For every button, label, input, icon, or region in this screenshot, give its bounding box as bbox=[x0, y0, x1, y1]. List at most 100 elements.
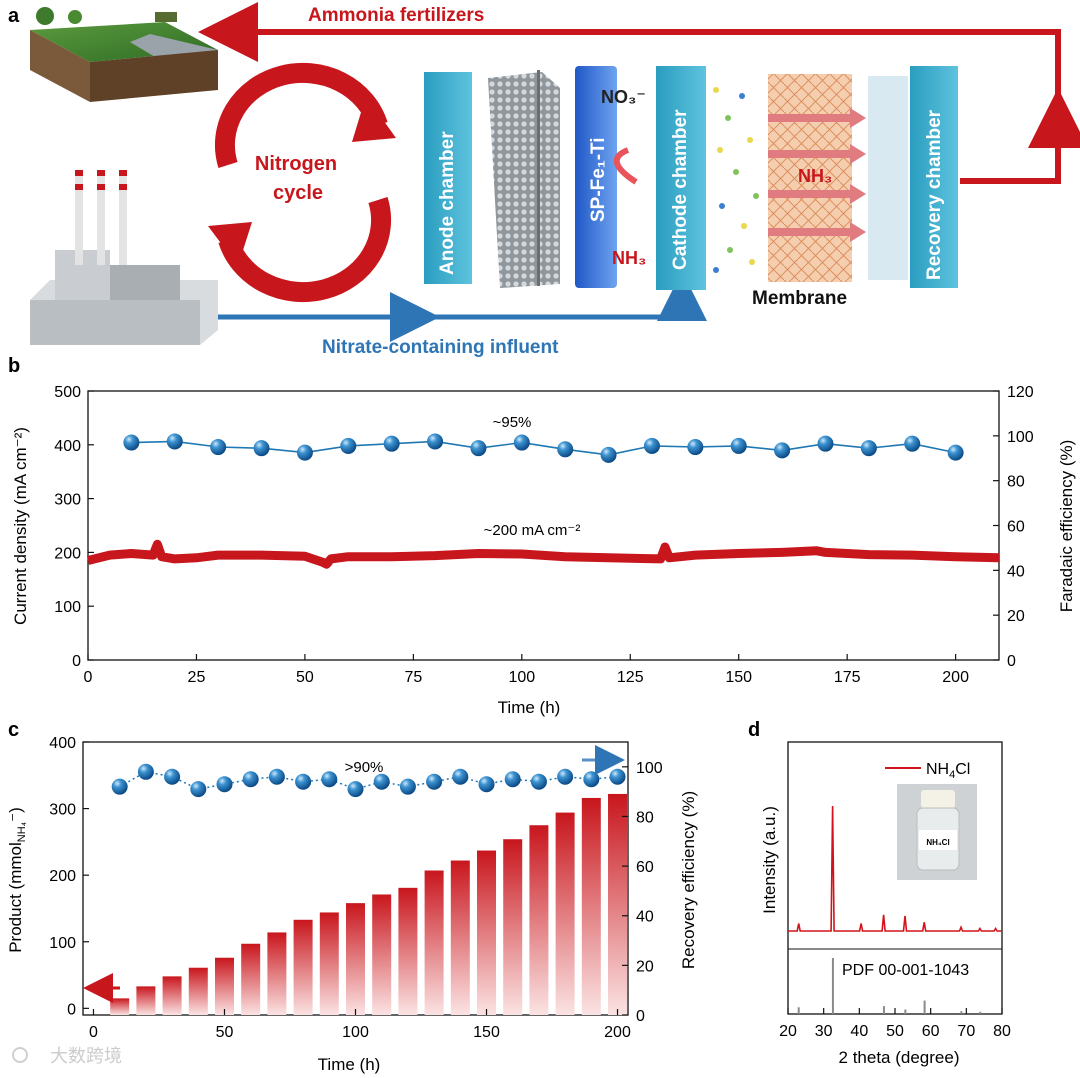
recovery-efficiency-point bbox=[164, 768, 181, 785]
faradaic-efficiency-point bbox=[296, 444, 313, 461]
product-bar bbox=[503, 839, 523, 1015]
x-axis-b: 0 25 50 75 100 125 150 175 200 bbox=[84, 654, 969, 686]
y-axis-left-b: 0 100 200 300 400 500 bbox=[54, 384, 94, 670]
product-bar bbox=[372, 894, 392, 1015]
recovery-efficiency-point bbox=[399, 778, 416, 795]
faradaic-efficiency-point bbox=[557, 441, 574, 458]
x-tick-label-c: 150 bbox=[473, 1024, 500, 1041]
panel-label-c: c bbox=[8, 719, 19, 741]
factory-icon bbox=[30, 170, 218, 345]
nh3-transfer-arrows bbox=[768, 108, 866, 242]
faradaic-efficiency-point bbox=[383, 435, 400, 452]
x-tick-label-b: 175 bbox=[834, 669, 861, 686]
recovery-efficiency-point bbox=[609, 768, 626, 785]
y-tick-label-left-c: 100 bbox=[49, 935, 76, 952]
x-tick-label-b: 125 bbox=[617, 669, 644, 686]
faradaic-efficiency-point bbox=[643, 437, 660, 454]
panel-c-chart: c 0 50 100 150 200 0 100 200 300 400 0 20 40 60 80 10… bbox=[6, 719, 698, 1074]
product-bar bbox=[398, 887, 418, 1015]
x-tick-label-d: 30 bbox=[815, 1023, 833, 1040]
faradaic-efficiency-point bbox=[253, 440, 270, 457]
y-tick-label-right-b: 80 bbox=[1007, 474, 1025, 491]
faradaic-efficiency-point bbox=[904, 435, 921, 452]
y-axis-title-d: Intensity (a.u.) bbox=[760, 806, 779, 914]
recovery-efficiency-series bbox=[111, 763, 626, 798]
panel-label-d: d bbox=[748, 719, 760, 741]
y-tick-label-left-b: 500 bbox=[54, 384, 81, 401]
x-axis-title-d: 2 theta (degree) bbox=[839, 1048, 960, 1067]
panel-b-chart: b 0 25 50 75 100 125 150 175 200 010020030040050… bbox=[8, 355, 1076, 717]
y-tick-label-right-b: 0 bbox=[1007, 653, 1016, 670]
x-tick-label-d: 80 bbox=[993, 1023, 1011, 1040]
product-bar-series bbox=[110, 793, 628, 1015]
farmland-icon bbox=[30, 7, 218, 102]
x-tick-label-b: 150 bbox=[725, 669, 752, 686]
y-tick-label-left-b: 400 bbox=[54, 438, 81, 455]
y-tick-label-right-c: 80 bbox=[636, 809, 654, 826]
panel-label-a: a bbox=[8, 5, 20, 27]
x-tick-label-b: 200 bbox=[942, 669, 969, 686]
faradaic-efficiency-series bbox=[123, 433, 964, 463]
faradaic-efficiency-point bbox=[687, 439, 704, 456]
anode-chamber-label: Anode chamber bbox=[437, 131, 458, 275]
x-tick-label-d: 70 bbox=[957, 1023, 975, 1040]
y-tick-label-left-c: 300 bbox=[49, 802, 76, 819]
recovery-efficiency-point bbox=[111, 778, 128, 795]
legend-label: NH4Cl bbox=[926, 761, 970, 781]
product-bar bbox=[581, 797, 601, 1015]
anode-foam bbox=[488, 72, 560, 288]
x-tick-label-d: 40 bbox=[850, 1023, 868, 1040]
x-axis-title-b: Time (h) bbox=[498, 698, 561, 717]
faradaic-efficiency-point bbox=[513, 434, 530, 451]
y-axis-title-right-b: Faradaic efficiency (%) bbox=[1057, 440, 1076, 613]
y-tick-label-right-c: 60 bbox=[636, 859, 654, 876]
recovery-chamber: Recovery chamber bbox=[910, 66, 958, 288]
watermark: 大数跨境 bbox=[12, 1046, 122, 1066]
vial-photo: NH₄Cl bbox=[897, 784, 977, 880]
x-tick-label-d: 50 bbox=[886, 1023, 904, 1040]
cathode-chamber: Cathode chamber bbox=[656, 66, 706, 290]
y-tick-label-left-c: 200 bbox=[49, 868, 76, 885]
recovery-efficiency-point bbox=[478, 776, 495, 793]
product-bar bbox=[424, 870, 444, 1015]
reference-label: PDF 00-001-1043 bbox=[842, 962, 969, 979]
recovery-efficiency-point bbox=[190, 781, 207, 798]
conversion-arrow bbox=[613, 147, 638, 185]
y-axis-title-right-c: Recovery efficiency (%) bbox=[679, 791, 698, 969]
x-tick-label-b: 100 bbox=[508, 669, 535, 686]
product-bar bbox=[608, 793, 628, 1015]
current-density-line bbox=[86, 539, 1000, 569]
faradaic-efficiency-point bbox=[340, 437, 357, 454]
recovery-chamber-label: Recovery chamber bbox=[924, 109, 945, 280]
y-tick-label-right-b: 100 bbox=[1007, 429, 1034, 446]
watermark-logo-icon bbox=[12, 1047, 28, 1063]
y-tick-label-right-c: 0 bbox=[636, 1008, 645, 1025]
fe-annotation: ~95% bbox=[493, 414, 532, 431]
y-axis-title-left-c: Product (mmolNH₄⁻) bbox=[6, 807, 28, 953]
sp-fe-ti-electrode: SP-Fe₁-Ti bbox=[575, 66, 617, 288]
recovery-efficiency-point bbox=[530, 773, 547, 790]
product-bar bbox=[241, 943, 261, 1015]
product-bar bbox=[293, 919, 313, 1015]
nh3-label-right: NH₃ bbox=[798, 166, 832, 186]
x-tick-label-b: 50 bbox=[296, 669, 314, 686]
faradaic-efficiency-point bbox=[123, 434, 140, 451]
influent-flow-arrow bbox=[218, 271, 707, 321]
membrane-label: Membrane bbox=[752, 288, 847, 309]
y-tick-label-right-c: 20 bbox=[636, 958, 654, 975]
recovery-efficiency-point bbox=[216, 776, 233, 793]
y-tick-label-left-c: 0 bbox=[67, 1001, 76, 1018]
product-bar bbox=[346, 903, 365, 1015]
y-tick-label-right-c: 40 bbox=[636, 909, 654, 926]
reference-peaks bbox=[797, 958, 982, 1014]
x-tick-label-b: 0 bbox=[84, 669, 93, 686]
recovery-efficiency-point bbox=[268, 768, 285, 785]
y-tick-label-left-b: 0 bbox=[72, 653, 81, 670]
recovery-efficiency-point bbox=[347, 781, 364, 798]
y-tick-label-left-b: 300 bbox=[54, 492, 81, 509]
panel-label-b: b bbox=[8, 355, 20, 377]
product-bar bbox=[450, 860, 470, 1015]
y-tick-label-left-b: 100 bbox=[54, 599, 81, 616]
ammonia-fertilizers-label: Ammonia fertilizers bbox=[308, 5, 484, 26]
